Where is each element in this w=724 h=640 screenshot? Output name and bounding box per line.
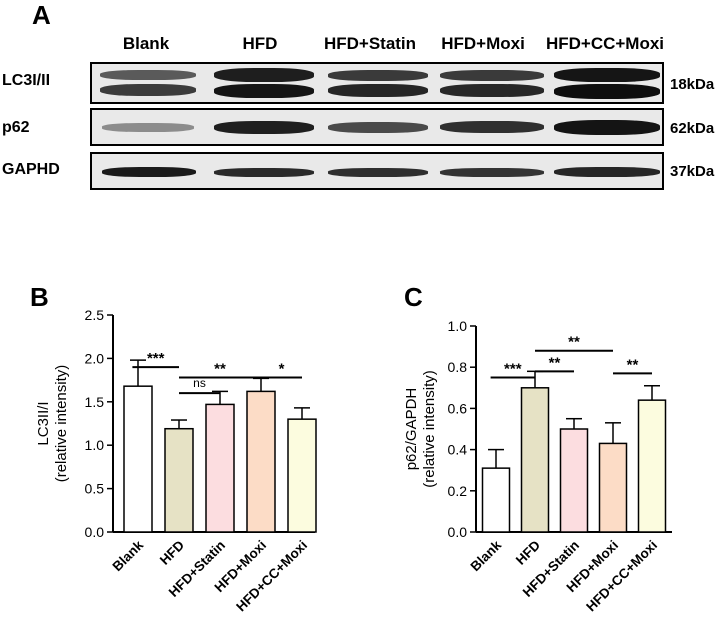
blot-band <box>440 121 544 133</box>
y-tick-label: 2.5 <box>85 307 105 323</box>
y-axis-sublabel: (relative intensity) <box>421 370 438 488</box>
blot-image-p62 <box>90 108 664 146</box>
bar <box>598 442 628 533</box>
blot-band <box>328 70 428 81</box>
blot-band <box>440 84 544 97</box>
bar <box>164 427 194 533</box>
blot-band <box>328 168 428 177</box>
y-tick-label: 0.0 <box>85 524 105 540</box>
blot-lane-label-hfd: HFD <box>242 34 278 53</box>
y-tick-label: 2.0 <box>85 350 105 366</box>
blot-band <box>554 68 660 82</box>
bar <box>205 403 235 533</box>
y-axis-label: LC3II/I <box>35 401 52 445</box>
y-tick-label: 0.0 <box>448 524 468 540</box>
blot-band <box>328 84 428 97</box>
blot-row-label-p62: p62 <box>2 119 30 136</box>
blot-band <box>102 123 194 132</box>
y-tick-label: 1.0 <box>448 318 468 334</box>
blot-band <box>100 70 196 80</box>
chart-p62: 0.0 0.2 0.4 0.6 0.8 1.0 p62/GAPDH (relative int… <box>403 318 672 615</box>
chart-lc3: 0.0 0.5 1.0 1.5 2.0 2.5 LC3II/I (relative inten… <box>35 307 317 615</box>
blot-image-lc3 <box>90 62 664 104</box>
blot-band <box>214 168 314 177</box>
blot-size-gapdh: 37kDa <box>670 163 715 180</box>
bar <box>287 418 317 533</box>
significance-label: * <box>279 360 285 377</box>
y-tick-label: 1.5 <box>85 394 105 410</box>
y-tick-label: 0.4 <box>448 442 468 458</box>
blot-lane-label-hfd-statin: HFD+Statin <box>323 34 417 53</box>
bar <box>481 467 511 533</box>
blot-row-label-lc3: LC3I/II <box>2 72 51 89</box>
blot-band <box>440 168 544 177</box>
blot-size-lc3: 18kDa <box>670 76 715 93</box>
x-tick-label: HFD <box>513 537 543 567</box>
bar <box>246 390 276 533</box>
blot-band <box>554 84 660 99</box>
significance-label: ** <box>214 360 226 377</box>
significance-label: ** <box>549 354 561 371</box>
y-tick-label: 0.2 <box>448 483 468 499</box>
significance-label: *** <box>147 350 165 367</box>
y-axis-sublabel: (relative intensity) <box>53 365 70 483</box>
x-tick-label: Blank <box>468 537 505 574</box>
panel-b-letter: B <box>30 282 49 312</box>
significance-label: ** <box>627 356 639 373</box>
blot-band <box>554 120 660 135</box>
blot-band <box>100 84 196 96</box>
blot-lane-label-blank: Blank <box>122 34 170 53</box>
bar <box>123 385 153 533</box>
blot-band <box>440 70 544 81</box>
bar <box>520 387 550 533</box>
bar <box>559 428 589 533</box>
panel-a-letter: A <box>32 0 51 30</box>
bar <box>637 399 667 533</box>
blot-band <box>554 167 660 177</box>
blot-row-label-gapdh: GAPHD <box>2 161 60 178</box>
blot-band <box>214 68 314 82</box>
significance-label: ** <box>568 334 580 351</box>
y-tick-label: 1.0 <box>85 437 105 453</box>
blot-image-gapdh <box>90 152 664 190</box>
y-axis-label: p62/GAPDH <box>403 388 420 471</box>
x-tick-label: HFD+CC+Moxi <box>233 538 310 615</box>
y-tick-label: 0.8 <box>448 359 468 375</box>
y-tick-label: 0.5 <box>85 481 105 497</box>
blot-band <box>214 84 314 98</box>
blot-lane-label-hfd-cc-moxi: HFD+CC+Moxi <box>545 34 665 53</box>
significance-label: ns <box>193 376 206 390</box>
blot-band <box>328 122 428 133</box>
x-tick-label: HFD <box>157 537 187 567</box>
x-tick-label: HFD+CC+Moxi <box>583 538 660 615</box>
blot-size-p62: 62kDa <box>670 120 715 137</box>
blot-lane-label-hfd-moxi: HFD+Moxi <box>441 34 525 53</box>
blot-band <box>214 121 314 134</box>
significance-label: *** <box>504 361 522 378</box>
y-tick-label: 0.6 <box>448 400 468 416</box>
blot-band <box>102 167 196 177</box>
x-tick-label: Blank <box>110 537 147 574</box>
panel-c-letter: C <box>404 282 423 312</box>
